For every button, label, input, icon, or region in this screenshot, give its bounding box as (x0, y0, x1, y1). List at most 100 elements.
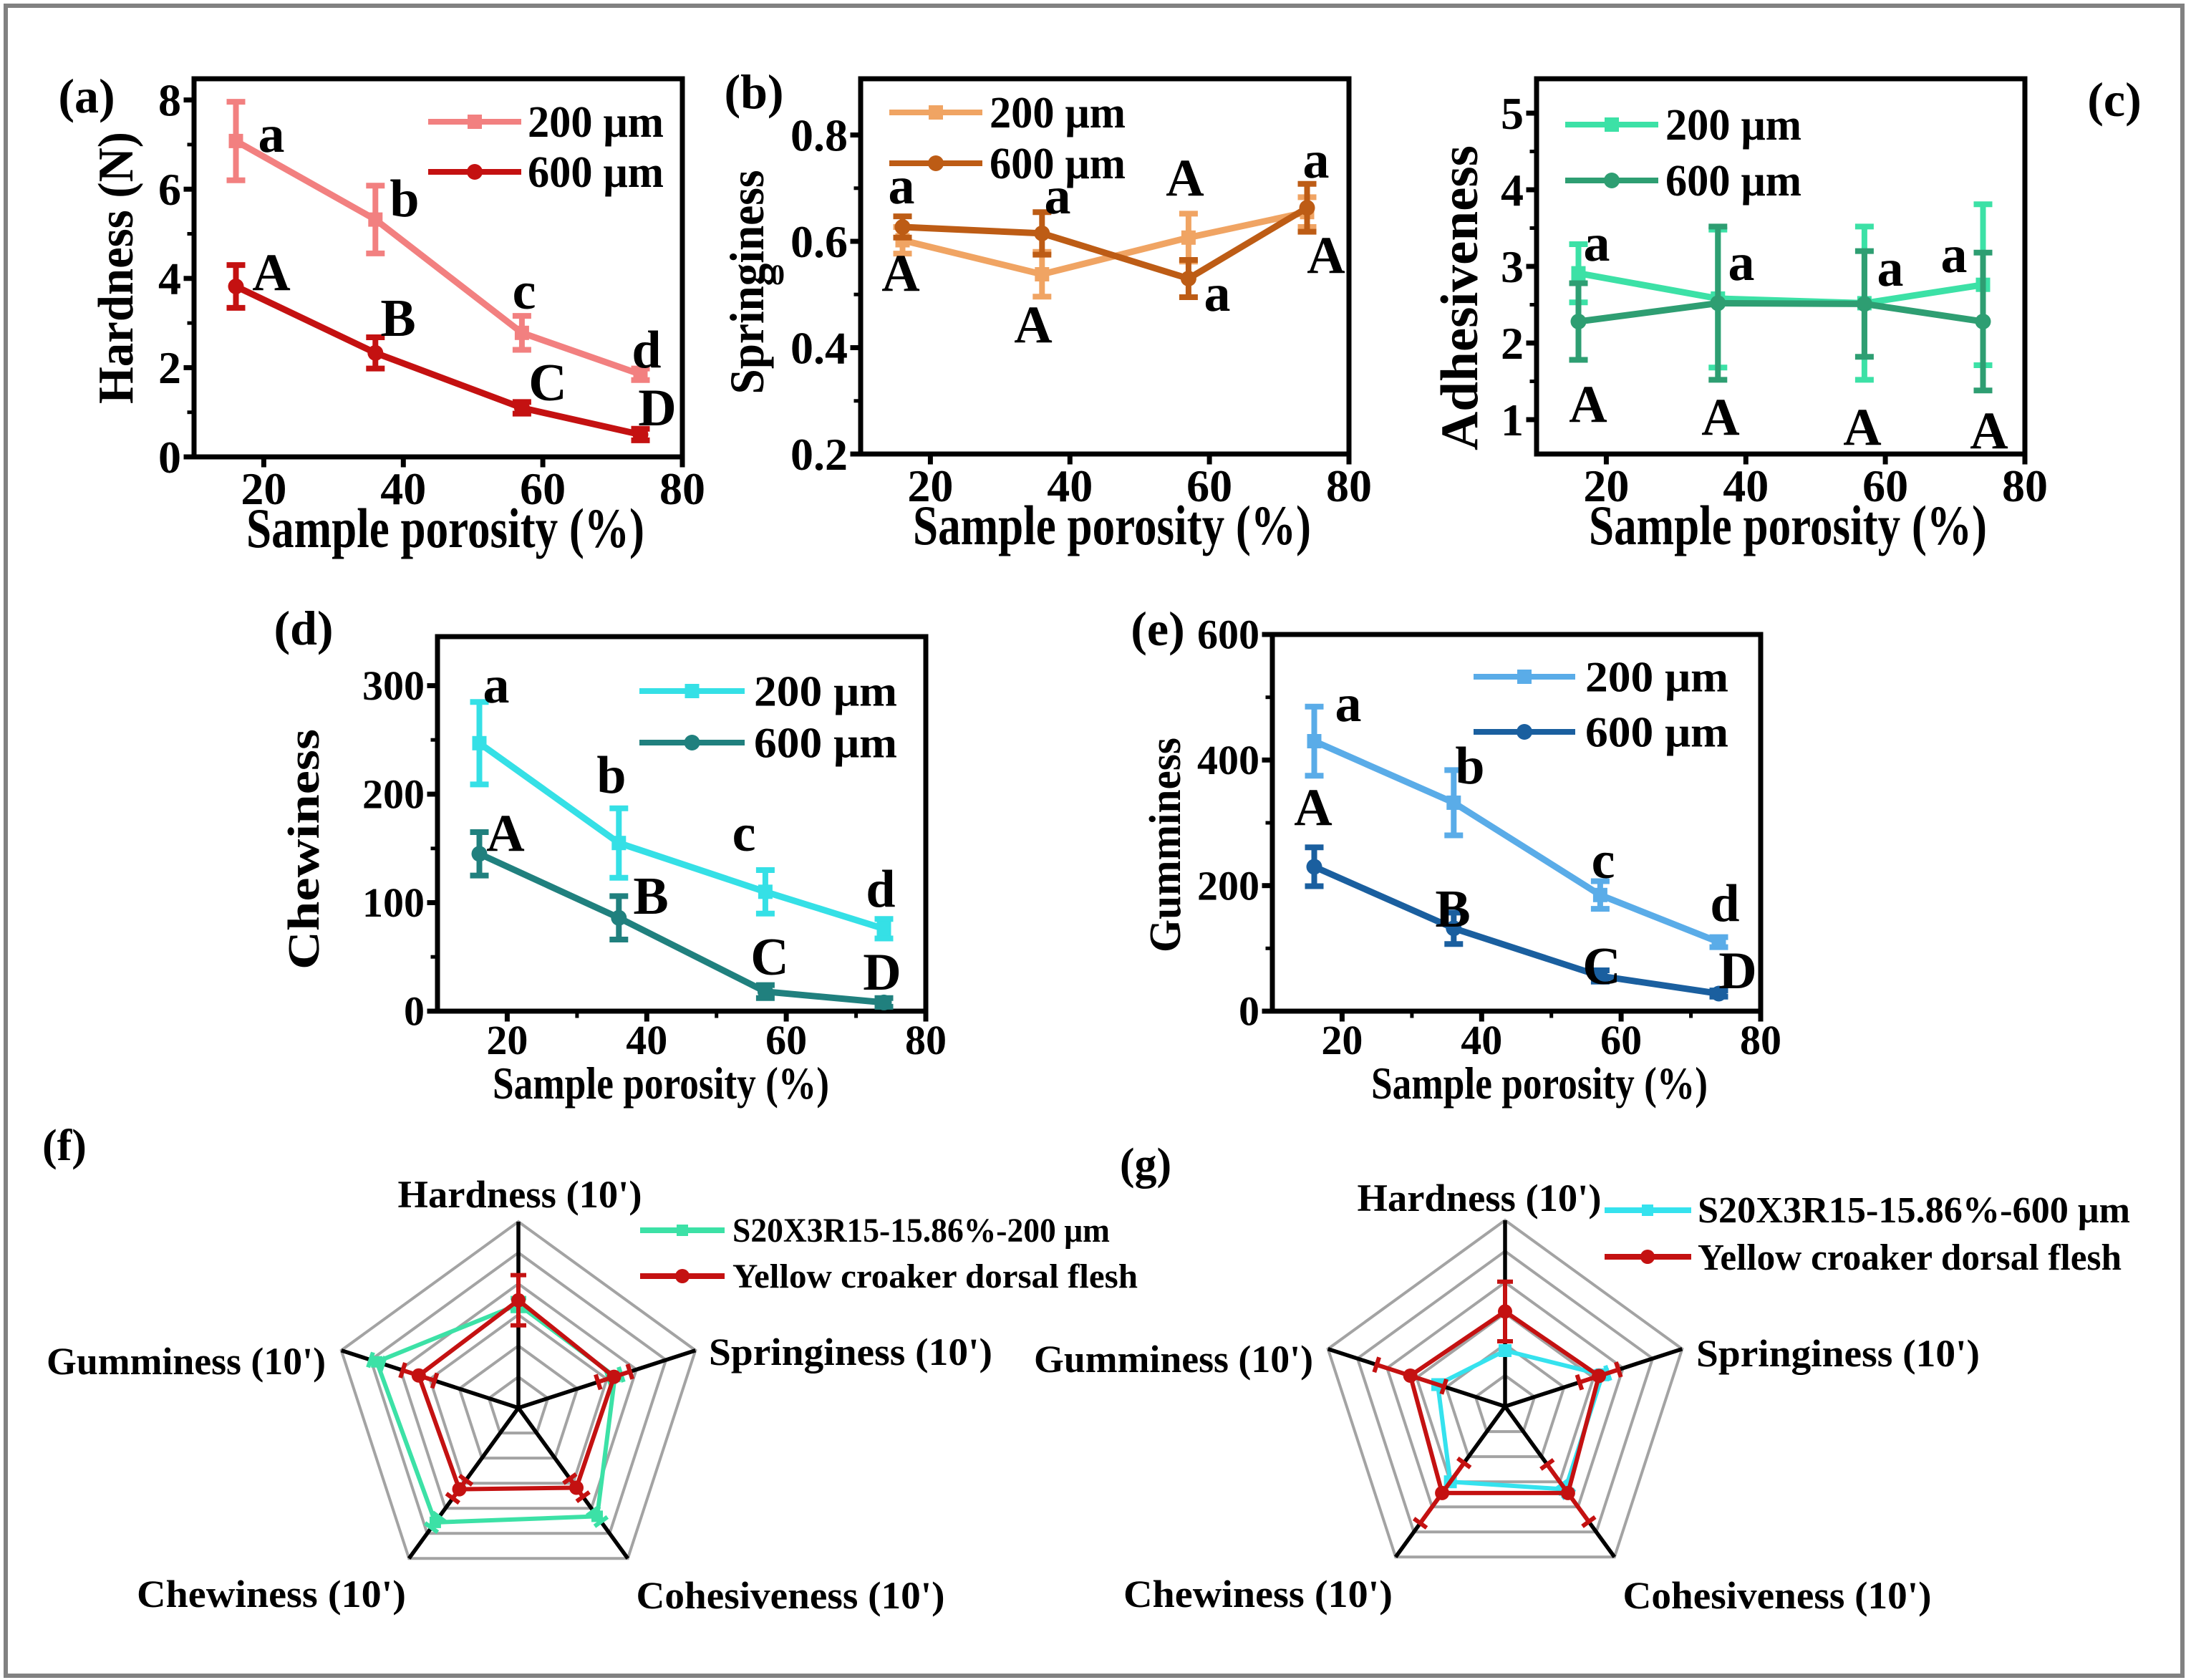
svg-text:A: A (1970, 402, 2008, 460)
svg-text:A: A (1294, 778, 1332, 837)
svg-text:0: 0 (770, 259, 785, 291)
svg-text:0: 0 (1239, 988, 1259, 1035)
svg-text:Cohesiveness (10'): Cohesiveness (10') (1623, 1574, 1932, 1617)
svg-text:4: 4 (158, 254, 181, 304)
svg-text:D: D (638, 379, 676, 438)
svg-text:A: A (1843, 398, 1881, 457)
svg-text:40: 40 (1461, 1017, 1502, 1063)
svg-text:a: a (889, 157, 915, 216)
svg-text:0.8: 0.8 (790, 110, 848, 160)
svg-text:A: A (1307, 226, 1345, 285)
svg-text:Hardness (10'): Hardness (10') (398, 1173, 642, 1216)
svg-text:Sample porosity (%): Sample porosity (%) (1589, 494, 1987, 556)
svg-text:200 μm: 200 μm (754, 667, 897, 715)
svg-text:100: 100 (362, 879, 425, 926)
svg-text:600 μm: 600 μm (754, 719, 897, 766)
svg-text:40: 40 (380, 463, 426, 514)
svg-text:Yellow croaker dorsal flesh: Yellow croaker dorsal flesh (1698, 1237, 2122, 1278)
svg-text:a: a (1335, 675, 1362, 733)
svg-text:c: c (732, 804, 756, 863)
svg-text:0.4: 0.4 (790, 322, 848, 373)
svg-text:80: 80 (905, 1017, 947, 1063)
svg-text:C: C (528, 354, 566, 412)
svg-text:d: d (632, 321, 661, 380)
svg-text:Springiness (10'): Springiness (10') (1696, 1332, 1980, 1375)
svg-text:60: 60 (765, 1017, 807, 1063)
svg-text:80: 80 (2002, 460, 2048, 511)
svg-text:Sample porosity (%): Sample porosity (%) (1371, 1058, 1708, 1109)
svg-text:Gumminess: Gumminess (1141, 738, 1190, 952)
svg-text:b: b (1455, 737, 1484, 796)
svg-text:200: 200 (362, 771, 425, 818)
svg-text:Adhesiveness: Adhesiveness (1431, 145, 1489, 450)
svg-text:C: C (1582, 937, 1620, 996)
svg-text:d: d (1710, 874, 1739, 933)
svg-text:(e): (e) (1131, 602, 1184, 656)
svg-text:5: 5 (1501, 88, 1524, 139)
svg-text:C: C (750, 928, 788, 987)
svg-text:0: 0 (158, 432, 181, 483)
svg-text:(a): (a) (58, 69, 115, 123)
svg-text:2: 2 (158, 342, 181, 393)
svg-text:400: 400 (1197, 737, 1259, 783)
svg-text:a: a (258, 105, 285, 164)
svg-text:c: c (513, 262, 536, 321)
svg-text:0.2: 0.2 (790, 429, 848, 480)
svg-text:S20X3R15-15.86%-200 μm: S20X3R15-15.86%-200 μm (732, 1212, 1110, 1250)
svg-text:Hardness (N): Hardness (N) (89, 132, 144, 404)
svg-text:0: 0 (404, 988, 425, 1035)
svg-text:Yellow croaker dorsal flesh: Yellow croaker dorsal flesh (732, 1257, 1138, 1295)
svg-text:0.6: 0.6 (790, 216, 848, 267)
svg-text:60: 60 (520, 463, 566, 514)
svg-text:600 μm: 600 μm (1585, 708, 1728, 755)
svg-text:(f): (f) (42, 1121, 87, 1170)
svg-text:40: 40 (1723, 460, 1769, 511)
svg-text:A: A (1166, 149, 1204, 208)
svg-text:600 μm: 600 μm (528, 148, 664, 197)
svg-text:1: 1 (1501, 395, 1524, 445)
svg-text:20: 20 (1321, 1017, 1363, 1063)
svg-text:a: a (1941, 226, 1968, 284)
svg-text:(g): (g) (1120, 1140, 1171, 1189)
svg-text:Sample porosity (%): Sample porosity (%) (913, 494, 1311, 556)
svg-text:Hardness (10'): Hardness (10') (1358, 1177, 1602, 1220)
svg-text:B: B (633, 867, 668, 926)
svg-text:600 μm: 600 μm (990, 140, 1126, 188)
svg-text:4: 4 (1501, 165, 1524, 216)
svg-text:Sample porosity (%): Sample porosity (%) (246, 497, 644, 559)
svg-text:Chewiness (10'): Chewiness (10') (1123, 1573, 1393, 1616)
svg-text:a: a (1877, 239, 1904, 298)
svg-text:a: a (1728, 233, 1755, 292)
svg-text:40: 40 (626, 1017, 667, 1063)
svg-text:(b): (b) (724, 64, 783, 119)
svg-text:a: a (1204, 264, 1231, 323)
svg-text:60: 60 (1600, 1017, 1642, 1063)
svg-text:60: 60 (1186, 460, 1232, 511)
svg-text:(c): (c) (2087, 72, 2141, 127)
svg-text:c: c (1592, 831, 1615, 890)
svg-text:200 μm: 200 μm (990, 89, 1126, 137)
svg-text:D: D (1718, 942, 1756, 1000)
svg-text:a: a (1045, 167, 1071, 226)
svg-text:A: A (1014, 296, 1052, 354)
svg-text:S20X3R15-15.86%-600 μm: S20X3R15-15.86%-600 μm (1698, 1190, 2130, 1231)
svg-text:b: b (596, 746, 626, 805)
svg-text:80: 80 (1740, 1017, 1781, 1063)
svg-text:200 μm: 200 μm (1665, 101, 1801, 150)
svg-text:B: B (1435, 880, 1470, 939)
svg-text:Springiness: Springiness (720, 170, 774, 395)
svg-text:a: a (1303, 131, 1330, 190)
svg-text:A: A (252, 243, 290, 302)
svg-text:20: 20 (486, 1017, 528, 1063)
svg-text:3: 3 (1501, 241, 1524, 292)
svg-text:Springiness (10'): Springiness (10') (709, 1331, 992, 1374)
svg-text:d: d (866, 860, 895, 919)
svg-text:40: 40 (1047, 460, 1093, 511)
svg-text:20: 20 (241, 463, 286, 514)
svg-text:A: A (1701, 388, 1739, 447)
svg-text:6: 6 (158, 164, 181, 215)
svg-text:(d): (d) (274, 601, 333, 655)
svg-text:8: 8 (158, 74, 181, 125)
svg-text:600: 600 (1197, 612, 1259, 658)
svg-text:Chewiness: Chewiness (280, 729, 329, 970)
